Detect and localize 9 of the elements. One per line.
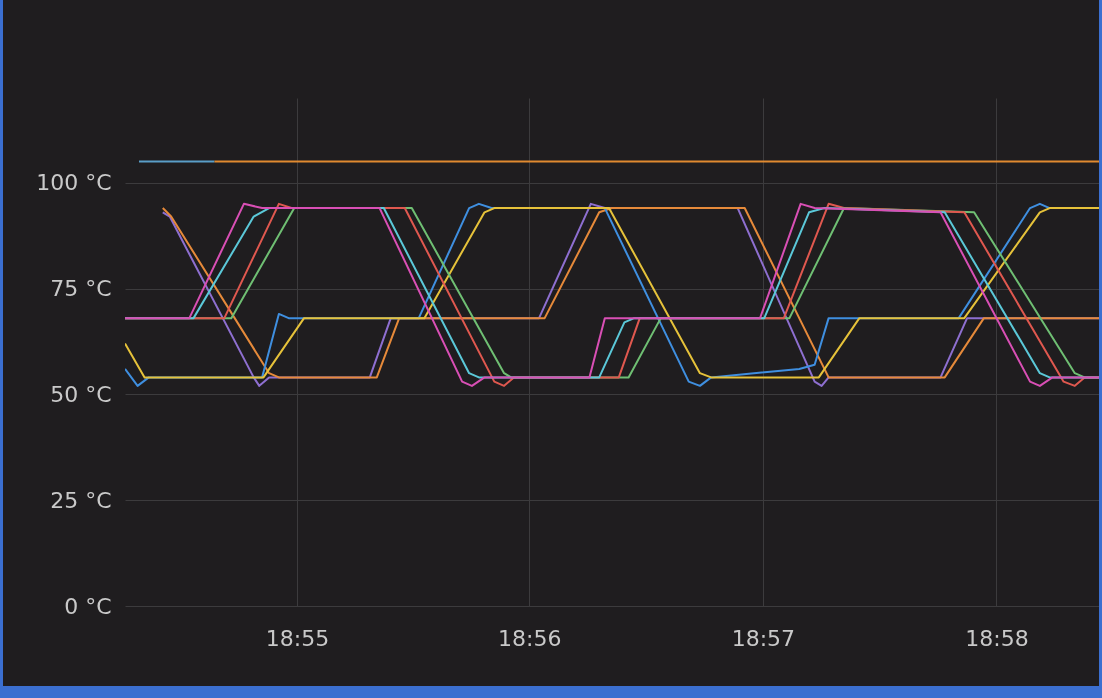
y-tick-label: 25 °C: [50, 487, 112, 513]
x-tick-label: 18:57: [731, 625, 796, 651]
x-tick-label: 18:55: [265, 625, 330, 651]
y-tick-label: 50 °C: [50, 381, 112, 407]
x-tick-label: 18:56: [498, 625, 562, 651]
y-tick-label: 100 °C: [36, 170, 112, 196]
y-tick-label: 0 °C: [64, 593, 112, 619]
y-tick-label: 75 °C: [50, 276, 112, 301]
x-tick-label: 18:58: [965, 625, 1029, 651]
